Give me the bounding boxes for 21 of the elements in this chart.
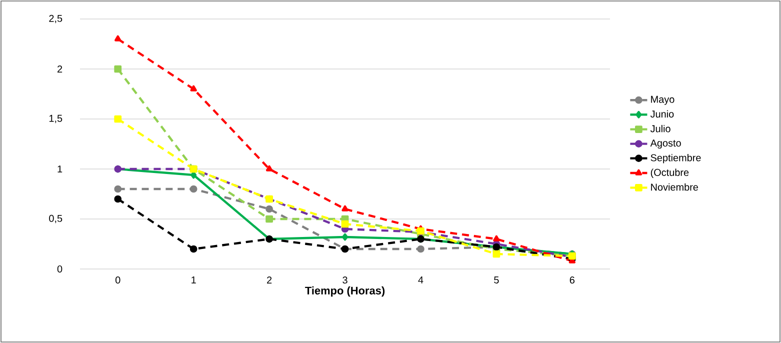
y-tick-label: 0 — [57, 265, 62, 273]
x-tick-label: 2 — [267, 276, 272, 284]
x-tick-label: 5 — [494, 276, 499, 284]
x-axis-title: Tiempo (Horas) — [305, 286, 385, 297]
x-tick-label: 6 — [570, 276, 574, 284]
legend-label: Junio — [650, 110, 674, 118]
y-tick-label: 1 — [58, 166, 62, 172]
legend-label: Julio — [650, 124, 670, 132]
legend-label: Septiembre — [650, 154, 701, 164]
x-tick-label: 0 — [115, 276, 120, 284]
y-tick-label: 1,5 — [49, 114, 62, 124]
x-tick-label: 3 — [342, 276, 348, 284]
legend-label: Agosto — [650, 140, 681, 149]
legend-label: Noviembre — [651, 183, 698, 191]
y-tick-label: 0,5 — [49, 214, 62, 224]
x-tick-label: 4 — [418, 276, 424, 284]
y-tick-label: 2 — [57, 66, 62, 72]
x-tick-label: 1 — [192, 276, 196, 284]
legend-label: Mayo — [651, 96, 674, 105]
y-tick-label: 2,5 — [49, 14, 62, 24]
legend-label: (Octubre — [650, 168, 689, 178]
